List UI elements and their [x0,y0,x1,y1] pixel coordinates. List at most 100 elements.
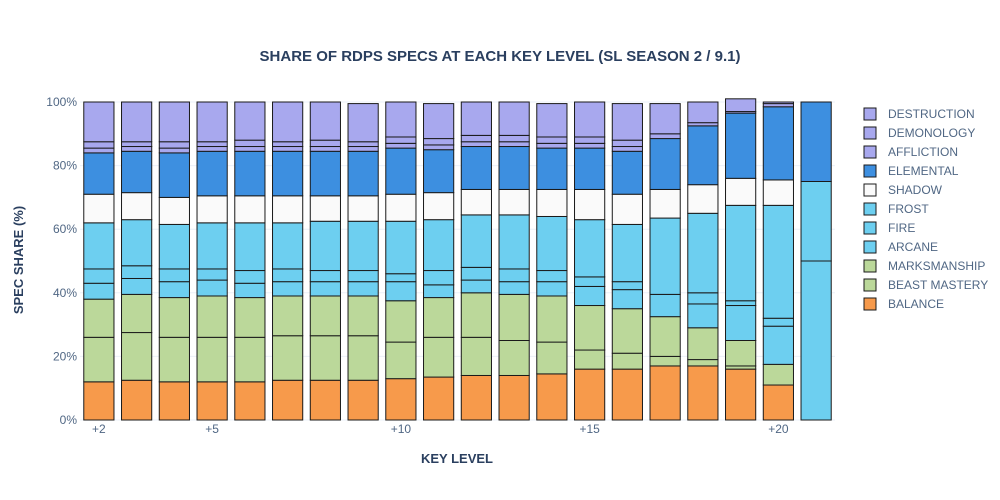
bar-segment-marksmanship [83,298,115,338]
bar-segment-marksmanship [687,327,719,361]
bar-segment-shadow [762,179,794,206]
legend-swatch [863,297,877,311]
bar-segment-arcane [234,282,266,299]
bar-segment-demonology [121,141,153,148]
bar-segment-elemental [121,150,153,194]
bar-segment-frost [234,222,266,272]
bar-segment-elemental [385,147,417,195]
legend-label: AFFLICTION [888,145,958,159]
legend-swatch [863,240,877,254]
bar-segment-elemental [611,150,643,195]
bar-segment-fire [536,270,568,283]
legend-label: SHADOW [888,183,943,197]
bar-segment-elemental [234,150,266,197]
bar-segment-balance [687,365,719,421]
bar-segment-balance [649,365,681,421]
bar-segment-fire [687,292,719,305]
bar-segment-fire [574,276,606,287]
bar-segment-balance [272,379,304,421]
bar-segment-frost [536,215,568,272]
bar-segment-elemental [309,150,341,197]
bar-segment-marksmanship [234,297,266,338]
bar-segment-demonology [460,134,492,143]
bar-segment-arcane [800,260,832,421]
bar-segment-fire [158,268,190,283]
bar-segment-balance [423,376,455,421]
legend-swatch [863,164,877,178]
bar-segment-frost [309,220,341,272]
bar-segment-fire [460,266,492,281]
bar-segment-elemental [800,101,832,182]
bar-segment-frost [347,220,379,272]
y-tick-label: 60% [53,222,77,236]
bar-segment-frost [83,222,115,270]
bar-segment-beast-mastery [121,332,153,381]
bar-segment-affliction [347,146,379,152]
bar-segment-marksmanship [725,340,757,367]
bar-segment-fire [423,270,455,286]
bar-segment-elemental [272,150,304,197]
bar-segment-beast-mastery [309,335,341,381]
bar-segment-affliction [460,141,492,148]
bar-segment-shadow [498,188,530,216]
bar-segment-shadow [121,192,153,221]
bar-segment-elemental [498,146,530,190]
bar-segment-affliction [611,146,643,152]
bar-segment-destruction [272,101,304,143]
bar-segment-arcane [611,289,643,310]
bar-segment-destruction [158,101,190,143]
bar-segment-fire [83,268,115,284]
bar-segment-fire [272,268,304,283]
bar-segment-shadow [158,196,190,225]
bar-segment-demonology [309,139,341,148]
bar-segment-destruction [536,103,568,138]
bar-segment-shadow [687,184,719,214]
bar-segment-marksmanship [498,293,530,342]
bar-segment-beast-mastery [611,352,643,370]
bar-segment-frost [611,223,643,283]
bar-segment-balance [234,381,266,421]
bar-segment-frost [762,204,794,319]
bar-segment-shadow [347,195,379,222]
bar-segment-elemental [460,146,492,190]
bar-segment-demonology [536,136,568,144]
bar-segment-demonology [196,141,228,148]
bar-segment-marksmanship [121,293,153,334]
x-tick-label: +10 [391,422,412,436]
bar-segment-fire [234,270,266,284]
bar-segment-marksmanship [385,300,417,343]
bar-segment-marksmanship [196,295,228,338]
bar-segment-beast-mastery [687,359,719,367]
bar-segment-affliction [385,142,417,149]
bar-segment-destruction [460,101,492,136]
bar-segment-shadow [536,188,568,217]
bar-segment-balance [498,374,530,421]
bar-segment-balance [574,368,606,421]
bar-segment-balance [725,368,757,421]
bar-segment-arcane [536,281,568,297]
bar-segment-marksmanship [574,305,606,351]
bar-segment-frost [158,223,190,270]
bar-segment-arcane [649,293,681,318]
bar-segment-arcane [121,277,153,295]
y-tick-label: 20% [53,349,77,363]
bar-segment-arcane [158,281,190,299]
bar-segment-shadow [649,188,681,219]
bar-segment-frost [121,219,153,267]
bar-segment-elemental [762,106,794,181]
bar-segment-arcane [687,303,719,329]
bar-segment-marksmanship [611,308,643,354]
bar-segment-balance [347,379,379,421]
bar-segment-destruction [649,103,681,135]
bar-segment-affliction [83,147,115,154]
x-axis-title: KEY LEVEL [421,451,493,466]
bar-segment-arcane [347,281,379,297]
bar-segment-marksmanship [347,295,379,337]
legend-swatch [863,202,877,216]
bar-segment-affliction [574,142,606,149]
bar-segment-affliction [121,146,153,152]
bar-segment-shadow [83,193,115,224]
bar-segment-destruction [574,101,606,138]
bar-segment-frost [460,214,492,268]
